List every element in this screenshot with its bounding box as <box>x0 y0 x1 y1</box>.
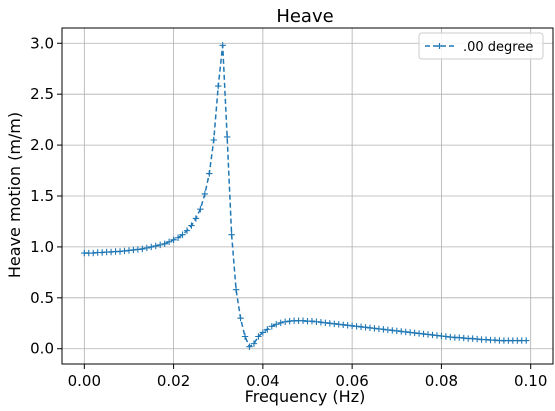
data-point-marker <box>174 234 182 241</box>
data-point-marker <box>523 337 530 344</box>
x-tick-label: 0.04 <box>246 372 279 390</box>
data-point-marker <box>228 231 235 238</box>
data-point-marker <box>143 244 151 252</box>
data-point-marker <box>139 245 146 253</box>
data-point-marker <box>215 82 222 90</box>
y-tick-label: 3.0 <box>30 34 54 52</box>
data-point-marker <box>277 319 284 326</box>
data-point-marker <box>183 227 191 234</box>
x-tick-label: 0.06 <box>335 372 368 390</box>
data-point-marker <box>241 333 249 340</box>
data-point-marker <box>232 286 240 293</box>
x-tick-label: 0.10 <box>514 372 547 390</box>
legend-marker <box>436 43 443 49</box>
axis-ticks: 0.00 0.02 0.04 0.06 0.08 0.10 0.0 0.5 1.0 1.5 2.0 2… <box>30 34 547 390</box>
data-point-marker <box>259 329 267 336</box>
series-layer <box>81 42 530 350</box>
data-point-marker <box>210 136 217 144</box>
data-point-marker <box>179 231 186 238</box>
data-point-marker <box>192 215 200 222</box>
data-point-marker <box>197 206 204 213</box>
data-point-marker <box>201 190 209 198</box>
y-axis-label: Heave motion (m/m) <box>5 112 24 278</box>
x-tick-label: 0.00 <box>68 372 101 390</box>
y-tick-label: 2.5 <box>30 85 54 103</box>
data-point-marker <box>255 333 262 340</box>
data-point-marker <box>188 222 195 229</box>
data-point-marker <box>219 42 226 49</box>
data-point-marker <box>206 170 213 177</box>
data-point-marker <box>161 240 168 248</box>
data-point-marker <box>268 323 275 330</box>
data-point-marker <box>250 340 258 347</box>
data-point-marker <box>273 321 280 328</box>
x-axis-label: Frequency (Hz) <box>245 387 366 406</box>
x-tick-label: 0.02 <box>157 372 190 390</box>
data-point-marker <box>237 314 244 322</box>
y-tick-label: 2.0 <box>30 136 54 154</box>
y-tick-label: 0.5 <box>30 289 54 307</box>
legend-box <box>418 32 544 60</box>
y-tick-label: 1.5 <box>30 187 54 205</box>
data-point-marker <box>165 238 173 246</box>
data-point-marker <box>223 133 231 141</box>
chart-title: Heave <box>276 6 333 27</box>
x-tick-label: 0.08 <box>425 372 458 390</box>
legend: .00 degree <box>418 32 544 60</box>
legend-label: .00 degree <box>463 40 533 55</box>
y-tick-label: 0.0 <box>30 340 54 358</box>
data-point-marker <box>246 343 253 350</box>
data-point-marker <box>264 326 271 333</box>
data-point-marker <box>148 243 155 251</box>
data-point-marker <box>157 241 164 249</box>
data-point-marker <box>170 236 177 243</box>
data-point-marker <box>152 242 159 250</box>
y-tick-label: 1.0 <box>30 238 54 256</box>
